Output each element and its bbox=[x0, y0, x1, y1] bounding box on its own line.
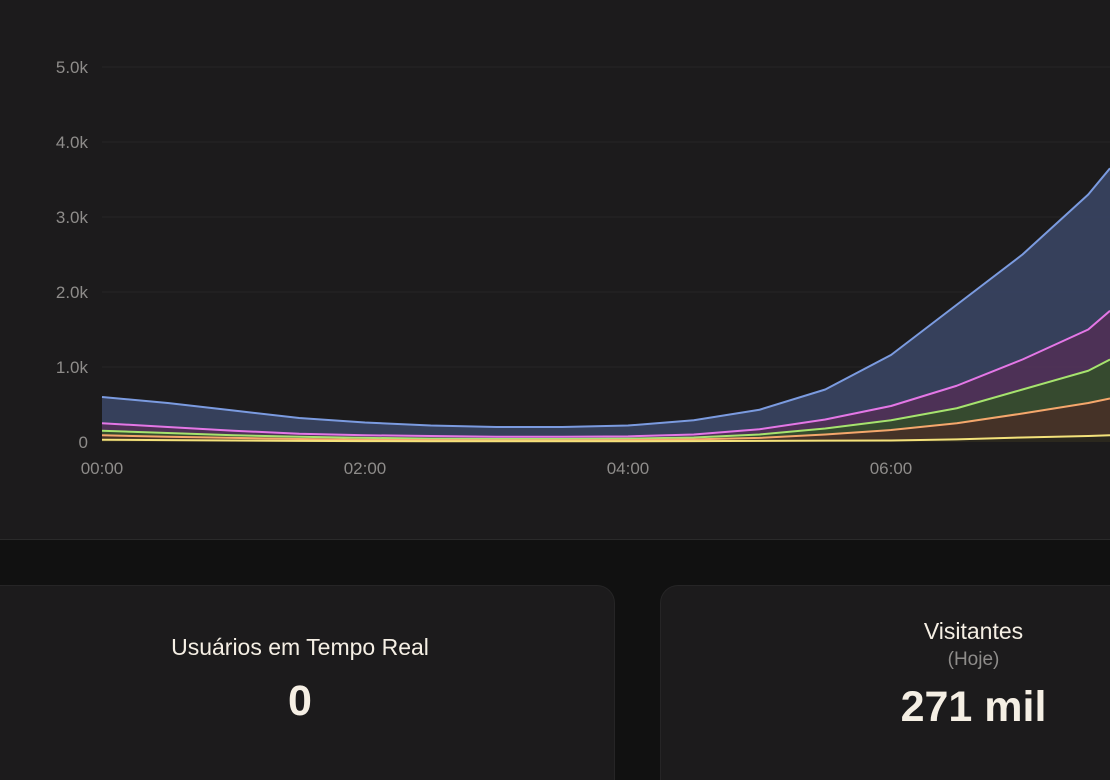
realtime-chart: 0 1.0k 2.0k 3.0k 4.0k 5.0k 00:00 02:00 04:00 06:0… bbox=[56, 58, 1110, 478]
card-subtitle: (Hoje) bbox=[947, 649, 1000, 670]
x-tick-label: 02:00 bbox=[344, 459, 387, 478]
y-tick-label: 2.0k bbox=[56, 283, 89, 302]
series-line bbox=[101, 397, 1110, 442]
y-tick-label: 3.0k bbox=[56, 208, 89, 227]
series-line bbox=[101, 434, 1110, 443]
series-area bbox=[102, 168, 1110, 437]
y-tick-label: 1.0k bbox=[56, 358, 89, 377]
card-value: 0 bbox=[288, 677, 312, 725]
card-title: Usuários em Tempo Real bbox=[171, 634, 429, 660]
x-tick-label: 00:00 bbox=[81, 459, 124, 478]
series-line bbox=[101, 309, 1110, 438]
x-tick-label: 06:00 bbox=[870, 459, 913, 478]
y-tick-label: 0 bbox=[79, 433, 88, 452]
y-tick-label: 4.0k bbox=[56, 133, 89, 152]
y-tick-label: 5.0k bbox=[56, 58, 89, 77]
series-line bbox=[101, 358, 1110, 440]
series-line bbox=[101, 167, 1110, 428]
series-area bbox=[102, 435, 1110, 442]
x-tick-label: 04:00 bbox=[607, 459, 650, 478]
card-title: Visitantes bbox=[923, 618, 1024, 644]
realtime-users-card: Usuários em Tempo Real 0 bbox=[0, 585, 615, 780]
chart-panel: 0 1.0k 2.0k 3.0k 4.0k 5.0k 00:00 02:00 04:00 06:0… bbox=[0, 0, 1110, 540]
card-value: 271 mil bbox=[900, 683, 1047, 731]
visitors-card: Visitantes (Hoje) 271 mil bbox=[660, 585, 1110, 780]
